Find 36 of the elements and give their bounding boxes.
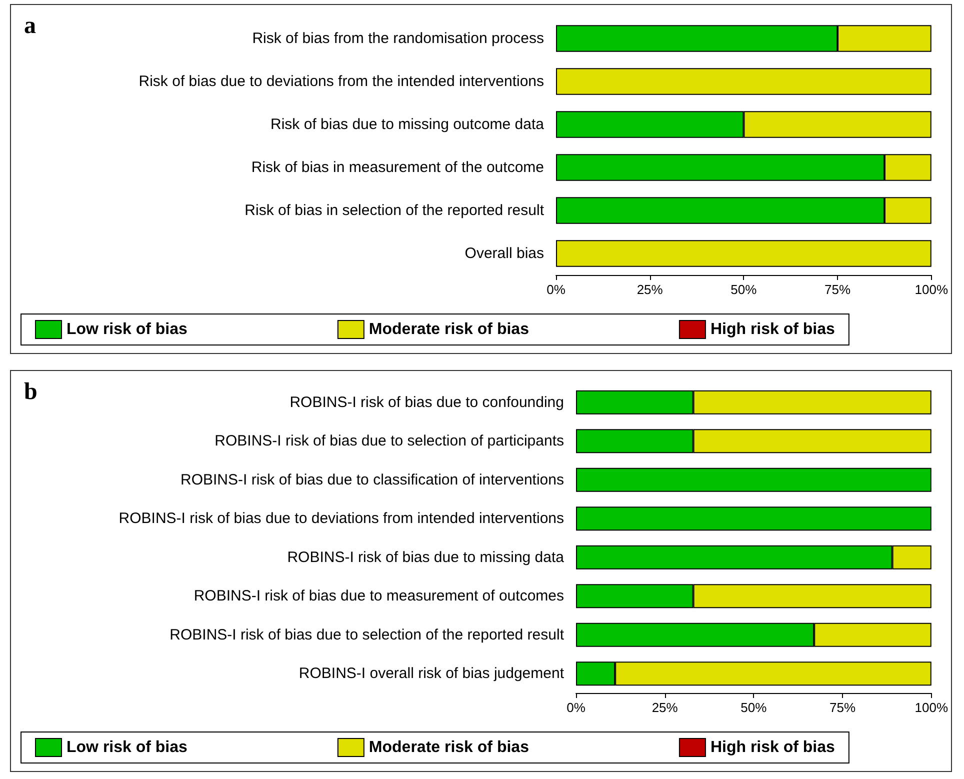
x-tick-label: 100%: [914, 282, 948, 297]
x-tick-label: 100%: [914, 700, 948, 715]
x-tick-label: 75%: [830, 700, 856, 715]
x-tick-label: 0%: [566, 700, 586, 715]
x-tick-label: 0%: [546, 282, 566, 297]
x-tick-label: 50%: [740, 700, 768, 715]
y-tick-label: Risk of bias due to missing outcome data: [270, 116, 545, 133]
legend-label: High risk of bias: [710, 739, 836, 756]
legend-label: High risk of bias: [710, 321, 836, 338]
y-tick-label: ROBINS-I risk of bias due to selection of participants: [214, 432, 564, 450]
y-tick-label: ROBINS-I overall risk of bias judgement: [298, 665, 565, 682]
x-tick-label: 50%: [730, 282, 758, 297]
y-tick-label: Overall bias: [464, 245, 544, 262]
y-tick-label: ROBINS-I risk of bias due to measurement of outcomes: [194, 588, 564, 605]
legend-label: Moderate risk of bias: [368, 739, 530, 756]
y-tick-label: ROBINS-I risk of bias due to confounding: [290, 394, 564, 411]
y-tick-label: ROBINS-I risk of bias due to classification of interventions: [180, 471, 564, 488]
bar: [576, 468, 932, 492]
text: a: [24, 13, 36, 39]
legend-label: Moderate risk of bias: [368, 321, 530, 338]
y-tick-label: Risk of bias due to deviations from the intended interventions: [138, 73, 544, 90]
x-tick-label: 25%: [636, 282, 664, 297]
y-tick-label: ROBINS-I risk of bias due to deviations from intended interventions: [118, 510, 564, 528]
x-tick-label: 25%: [652, 700, 678, 715]
legend-label: Low risk of bias: [66, 739, 188, 756]
x-tick-label: 75%: [824, 282, 851, 297]
y-tick-label: Risk of bias from the randomisation process: [252, 30, 544, 47]
y-tick-label: Risk of bias in selection of the reported result: [244, 202, 545, 219]
y-tick-label: Risk of bias in measurement of the outcome: [251, 159, 544, 176]
bar: [556, 68, 932, 95]
y-tick-label: ROBINS-I risk of bias due to selection of the reported result: [170, 626, 565, 644]
bar: [576, 506, 932, 531]
text: b: [24, 379, 38, 405]
bar: [556, 240, 932, 267]
y-tick-label: ROBINS-I risk of bias due to missing data: [287, 548, 565, 566]
legend-label: Low risk of bias: [66, 321, 188, 338]
